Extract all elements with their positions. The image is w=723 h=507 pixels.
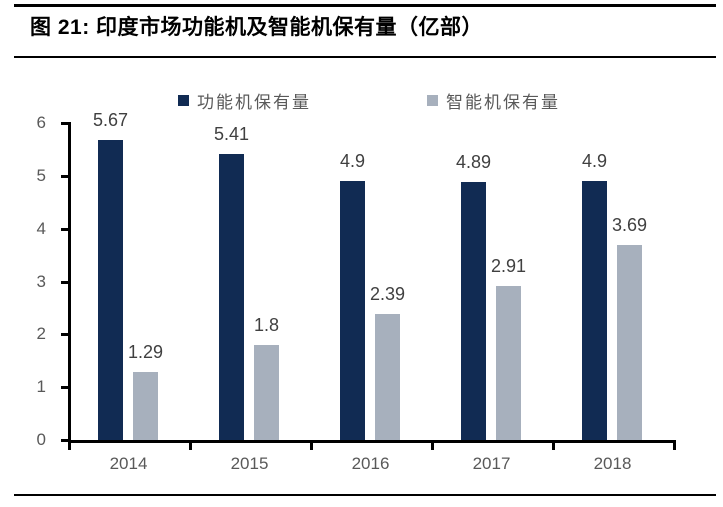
bar: [617, 245, 642, 440]
bottom-divider: [14, 494, 716, 496]
data-label: 5.67: [92, 110, 129, 131]
x-axis: [68, 440, 675, 443]
bar: [219, 154, 244, 440]
figure-title: 图 21: 印度市场功能机及智能机保有量（亿部）: [30, 16, 484, 39]
x-tick: [310, 440, 313, 450]
y-tick: [61, 227, 68, 231]
bar: [496, 286, 521, 440]
data-label: 1.8: [253, 314, 280, 335]
y-tick-label: 1: [36, 377, 46, 397]
data-label: 4.89: [455, 151, 492, 172]
y-tick: [61, 333, 68, 337]
legend-label: 功能机保有量: [197, 93, 311, 112]
data-label: 2.91: [490, 256, 527, 277]
bar: [461, 181, 486, 440]
x-tick: [189, 440, 192, 450]
x-tick-label: 2014: [109, 454, 148, 473]
x-tick: [673, 440, 676, 450]
y-tick-label: 5: [36, 165, 46, 185]
y-axis: [68, 122, 71, 443]
y-tick: [61, 174, 68, 178]
y-tick-label: 3: [36, 271, 46, 291]
bar: [582, 181, 607, 440]
data-label: 2.39: [369, 283, 406, 304]
data-label: 3.69: [611, 215, 648, 236]
x-tick: [431, 440, 434, 450]
data-label: 1.29: [127, 341, 164, 362]
legend-label: 智能机保有量: [446, 93, 560, 112]
title-divider: [14, 56, 716, 58]
x-tick-label: 2017: [472, 454, 511, 473]
y-tick: [61, 386, 68, 390]
y-tick-label: 4: [36, 218, 46, 238]
y-tick: [61, 439, 68, 442]
x-tick-label: 2018: [593, 454, 632, 473]
legend-item-feature-phone: 功能机保有量: [178, 88, 311, 113]
legend-item-smartphone: 智能机保有量: [427, 88, 560, 113]
top-divider: [14, 4, 716, 7]
bar: [133, 371, 158, 440]
y-tick: [61, 122, 68, 126]
bar: [340, 181, 365, 440]
bar: [98, 140, 123, 440]
x-tick-label: 2016: [351, 454, 390, 473]
y-tick-label: 0: [36, 430, 46, 449]
x-tick: [552, 440, 555, 450]
y-tick: [61, 280, 68, 284]
x-tick-label: 2015: [230, 454, 269, 473]
data-label: 5.41: [213, 124, 250, 145]
data-label: 4.9: [581, 151, 608, 172]
bar: [254, 344, 279, 440]
data-label: 4.9: [339, 151, 366, 172]
y-tick-label: 6: [36, 113, 46, 133]
legend-swatch-smartphone: [427, 95, 438, 106]
x-tick: [68, 440, 71, 450]
legend-swatch-feature-phone: [178, 95, 189, 106]
y-tick-label: 2: [36, 324, 46, 344]
bar: [375, 313, 400, 440]
